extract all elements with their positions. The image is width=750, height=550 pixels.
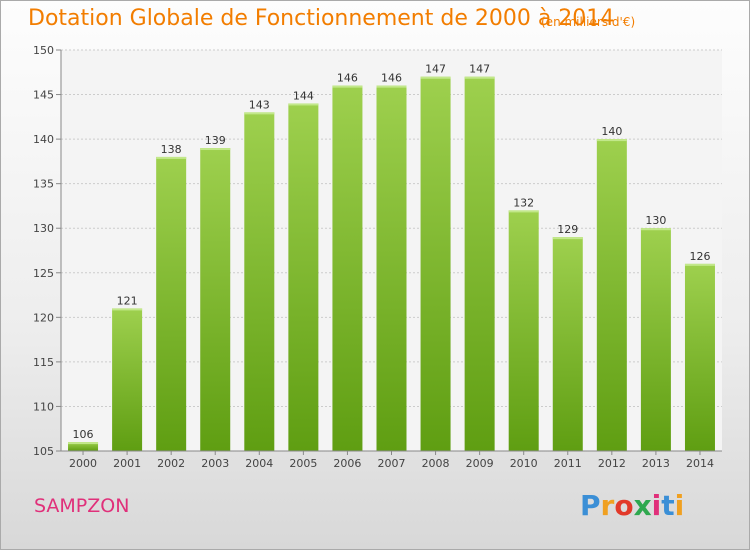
x-axis: 2000 2001 2002 2003 2004 2005 2006 2007 2008 2009… (69, 451, 714, 470)
bar-2013 (640, 228, 671, 451)
bar-2003 (200, 148, 231, 451)
bar-highlight (420, 76, 451, 79)
bar-2011 (552, 237, 583, 451)
y-tick-label: 140 (33, 133, 54, 146)
x-tick-label: 2005 (289, 457, 317, 470)
y-tick-label: 120 (33, 311, 54, 324)
bar-2005 (288, 103, 319, 451)
bar-2002 (156, 156, 187, 451)
chart-title: Dotation Globale de Fonctionnement de 20… (28, 6, 615, 31)
x-tick-label: 2011 (554, 457, 582, 470)
data-label: 144 (293, 89, 314, 102)
logo-letter: i (651, 489, 662, 522)
bar-2010 (508, 210, 539, 451)
bar-highlight (288, 103, 319, 106)
x-tick-label: 2008 (422, 457, 450, 470)
bar-highlight (112, 308, 143, 311)
x-tick-label: 2002 (157, 457, 185, 470)
proxiti-logo[interactable]: Proxiti (580, 489, 684, 522)
x-tick-label: 2012 (598, 457, 626, 470)
data-label: 146 (381, 72, 402, 85)
data-label: 126 (689, 250, 710, 263)
data-label: 121 (117, 294, 138, 307)
bar-2007 (376, 85, 407, 452)
bar-2014 (684, 263, 715, 451)
x-tick-label: 2000 (69, 457, 97, 470)
data-label: 132 (513, 196, 534, 209)
x-tick-label: 2010 (510, 457, 538, 470)
data-label: 106 (73, 428, 94, 441)
bar-2001 (112, 308, 143, 451)
x-tick-label: 2006 (333, 457, 361, 470)
bar-2009 (464, 76, 495, 451)
logo-letter: t (661, 489, 675, 522)
bars (68, 76, 715, 452)
bar-highlight (508, 210, 539, 213)
x-tick-label: 2004 (245, 457, 273, 470)
data-label: 140 (601, 125, 622, 138)
bar-2008 (420, 76, 451, 451)
bar-highlight (552, 237, 583, 240)
bar-2006 (332, 85, 363, 452)
bar-highlight (244, 112, 275, 115)
logo-letter: r (600, 489, 615, 522)
x-tick-label: 2013 (642, 457, 670, 470)
bar-highlight (464, 76, 495, 79)
bar-highlight (376, 85, 407, 88)
data-label: 130 (645, 214, 666, 227)
bar-highlight (332, 85, 363, 88)
chart-subtitle: (en milliers d'€) (541, 15, 636, 29)
x-tick-label: 2014 (686, 457, 714, 470)
y-tick-label: 150 (33, 44, 54, 57)
y-tick-label: 130 (33, 222, 54, 235)
bar-2012 (596, 139, 627, 451)
logo-letter: x (633, 489, 652, 522)
x-tick-label: 2003 (201, 457, 229, 470)
y-tick-label: 145 (33, 89, 54, 102)
x-tick-label: 2001 (113, 457, 141, 470)
bar-highlight (640, 228, 671, 231)
y-tick-label: 125 (33, 267, 54, 280)
bar-highlight (596, 139, 627, 142)
data-label: 139 (205, 134, 226, 147)
bar-highlight (156, 156, 187, 159)
data-label: 129 (557, 223, 578, 236)
logo-letter: i (674, 489, 685, 522)
bar-highlight (200, 148, 231, 151)
data-label: 147 (469, 63, 490, 76)
data-label: 138 (161, 143, 182, 156)
data-label: 143 (249, 98, 270, 111)
bar-2000 (68, 442, 99, 451)
y-tick-label: 115 (33, 356, 54, 369)
y-tick-label: 105 (33, 445, 54, 458)
data-labels: 106 121 138 139 143 144 146 146 147 147 132 129 140 1… (73, 63, 711, 441)
logo-letter: o (614, 489, 634, 522)
y-tick-label: 135 (33, 178, 54, 191)
bar-highlight (684, 263, 715, 266)
data-label: 147 (425, 63, 446, 76)
bar-highlight (68, 442, 99, 445)
x-tick-label: 2007 (378, 457, 406, 470)
commune-name: SAMPZON (34, 495, 130, 517)
data-label: 146 (337, 72, 358, 85)
x-tick-label: 2009 (466, 457, 494, 470)
bar-2004 (244, 112, 275, 451)
logo-letter: P (580, 489, 601, 522)
y-tick-label: 110 (33, 400, 54, 413)
